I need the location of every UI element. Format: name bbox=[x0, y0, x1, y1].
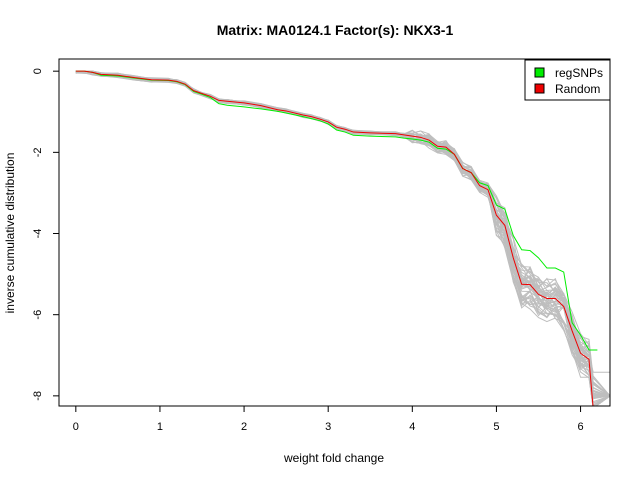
random-trial-line bbox=[75, 70, 610, 398]
random-trial-line bbox=[75, 72, 610, 406]
random-trial-line bbox=[75, 70, 610, 397]
legend-label: Random bbox=[555, 82, 600, 96]
random-trial-line bbox=[75, 70, 610, 397]
random-trial-line bbox=[75, 70, 610, 397]
y-axis: 0 -2 -4 -6 -8 bbox=[32, 68, 59, 401]
series-line-random bbox=[75, 70, 594, 406]
x-tick-label: 2 bbox=[241, 421, 247, 433]
random-trial-line bbox=[75, 70, 610, 397]
y-tick-label: -2 bbox=[32, 147, 44, 157]
random-trial-line bbox=[75, 70, 610, 406]
x-tick-label: 3 bbox=[325, 421, 331, 433]
random-trial-lines bbox=[75, 70, 610, 406]
x-axis: 0 1 2 3 4 5 6 bbox=[73, 406, 584, 433]
x-axis-label: weight fold change bbox=[283, 451, 384, 465]
random-trial-line bbox=[75, 70, 610, 373]
random-trial-line bbox=[75, 70, 610, 397]
random-trial-line bbox=[75, 70, 610, 397]
random-trial-line bbox=[75, 71, 610, 406]
random-trial-line bbox=[75, 70, 610, 406]
random-trial-line bbox=[75, 70, 610, 397]
legend-swatch bbox=[534, 67, 545, 78]
random-trial-line bbox=[75, 71, 610, 406]
random-trial-line bbox=[75, 71, 610, 400]
x-tick-label: 0 bbox=[73, 421, 79, 433]
y-axis-label: inverse cumulative distribution bbox=[3, 153, 17, 314]
random-trial-line bbox=[75, 71, 610, 406]
random-trial-line bbox=[75, 70, 610, 397]
series-line-regsnps bbox=[75, 70, 598, 351]
random-trial-line bbox=[75, 71, 610, 406]
random-trial-line bbox=[75, 70, 610, 397]
random-trial-line bbox=[75, 70, 610, 404]
y-tick-label: -6 bbox=[32, 310, 44, 320]
random-trial-line bbox=[75, 71, 610, 397]
random-trial-line bbox=[75, 70, 610, 406]
random-trial-line bbox=[75, 71, 610, 397]
random-trial-line bbox=[75, 70, 610, 399]
random-trial-line bbox=[75, 70, 610, 397]
random-trial-line bbox=[75, 70, 610, 397]
x-tick-label: 5 bbox=[493, 421, 499, 433]
random-trial-line bbox=[75, 71, 610, 406]
y-tick-label: -8 bbox=[32, 391, 44, 401]
random-trial-line bbox=[75, 70, 610, 399]
random-trial-line bbox=[75, 70, 610, 397]
series-lines bbox=[75, 70, 598, 406]
plot-frame bbox=[58, 58, 611, 407]
random-trial-line bbox=[75, 72, 610, 406]
random-trial-line bbox=[75, 71, 610, 397]
random-trial-line bbox=[75, 71, 610, 406]
y-tick-label: 0 bbox=[32, 68, 44, 74]
random-trial-line bbox=[75, 70, 610, 406]
x-tick-label: 4 bbox=[409, 421, 415, 433]
chart-title: Matrix: MA0124.1 Factor(s): NKX3-1 bbox=[217, 22, 454, 38]
random-trial-line bbox=[75, 70, 610, 397]
random-trial-line bbox=[75, 70, 610, 397]
x-tick-label: 1 bbox=[157, 421, 163, 433]
random-trial-line bbox=[75, 71, 610, 397]
random-trial-line bbox=[75, 71, 610, 406]
legend-swatch bbox=[534, 83, 545, 94]
x-tick-label: 6 bbox=[577, 421, 583, 433]
legend-label: regSNPs bbox=[555, 66, 603, 80]
random-trial-line bbox=[75, 70, 610, 397]
random-trial-line bbox=[75, 72, 610, 403]
random-trial-line bbox=[75, 70, 610, 397]
y-tick-label: -4 bbox=[32, 229, 44, 239]
legend: regSNPs Random bbox=[524, 59, 611, 101]
